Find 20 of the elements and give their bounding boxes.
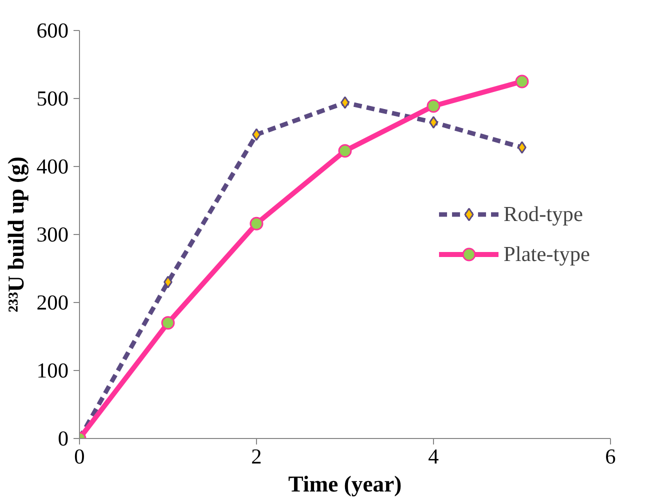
- legend-label: Plate-type: [504, 242, 590, 266]
- point: [161, 316, 175, 330]
- y-tick-label: 300: [36, 222, 69, 246]
- legend-label: Rod-type: [504, 202, 583, 226]
- y-tick-label: 500: [36, 86, 69, 110]
- x-axis-title: Time (year): [288, 472, 402, 496]
- y-tick-label: 0: [58, 426, 69, 450]
- point: [426, 99, 440, 113]
- point: [515, 74, 529, 88]
- x-tick-label: 0: [74, 444, 85, 468]
- y-tick-label: 100: [36, 358, 69, 382]
- y-tick-label: 600: [36, 18, 69, 42]
- y-tick-label: 400: [36, 154, 69, 178]
- point: [250, 216, 264, 230]
- x-tick-label: 2: [251, 444, 262, 468]
- point: [338, 144, 352, 158]
- y-tick-label: 200: [36, 290, 69, 314]
- y-axis-title: ²³³U build up (g): [4, 156, 29, 312]
- x-tick-label: 4: [428, 444, 440, 468]
- x-tick-label: 6: [605, 444, 616, 468]
